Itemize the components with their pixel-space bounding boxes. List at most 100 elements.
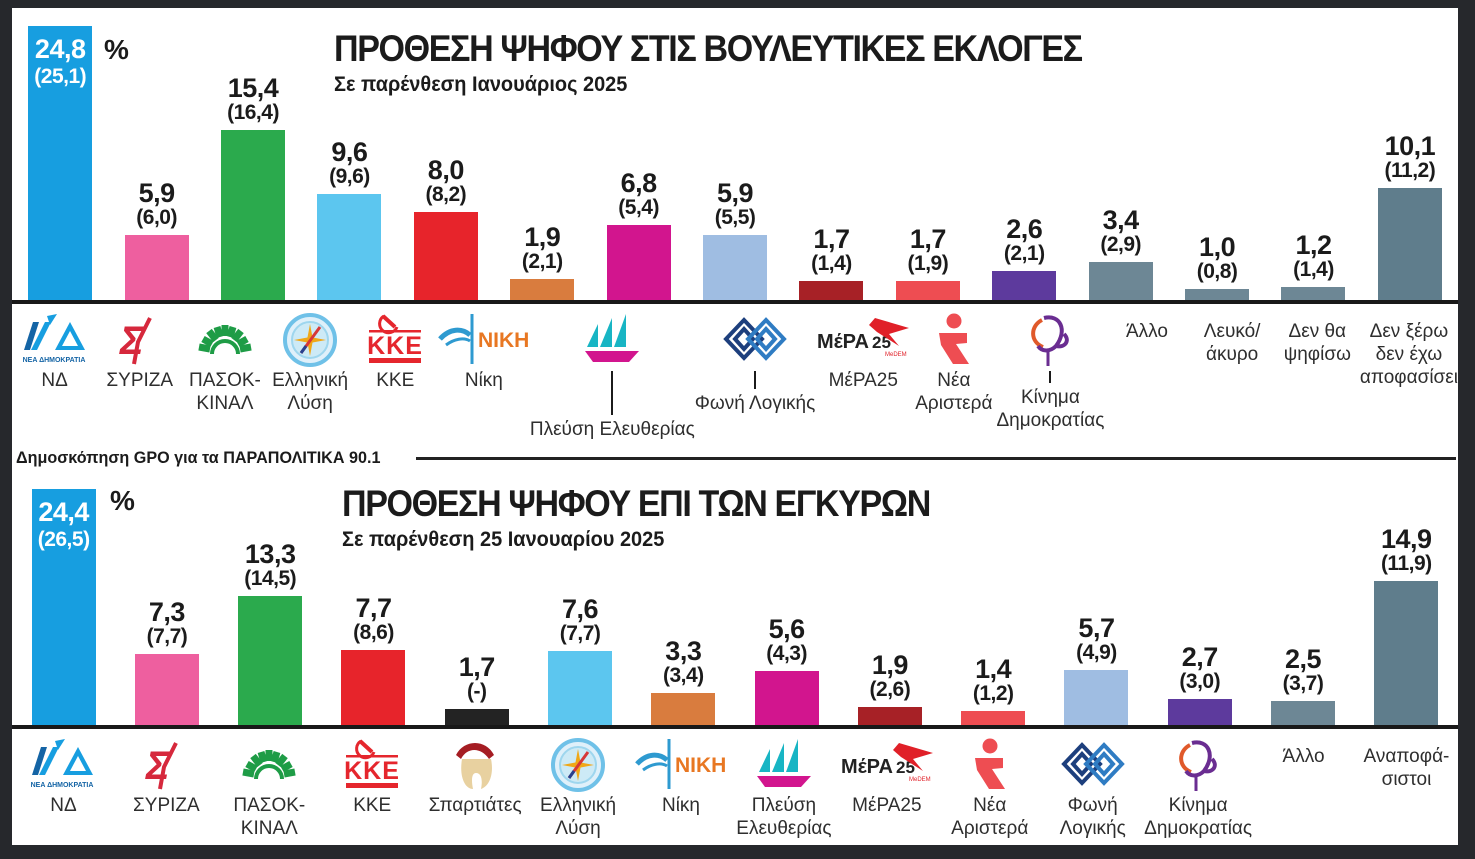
legend-column-nea-aristera: Νέα Αριστερά [911, 304, 996, 415]
bar-leuko-akyro [1185, 289, 1250, 300]
current-value: 24,4 [38, 497, 89, 527]
bar-value-plefsi: 6,8 (5,4) [618, 168, 659, 219]
party-label-foni-logikis: Φωνή Λογικής [1059, 795, 1126, 839]
previous-value: (25,1) [34, 64, 87, 88]
previous-value: (11,9) [1380, 551, 1432, 575]
previous-value: (5,5) [714, 205, 756, 229]
nd-logo-icon: ΝΕΑ ΔΗΜΟΚΡΑΤΙΑ [16, 311, 94, 369]
current-value: 10,1 [1384, 130, 1436, 161]
previous-value: (2,6) [869, 677, 911, 701]
current-value: 14,9 [1381, 523, 1432, 554]
bar-value-kke: 8,0 (8,2) [425, 155, 466, 206]
legend-column-allo: Άλλο [1104, 304, 1189, 343]
party-label-elliniki-lysi: Ελληνική Λύση [272, 370, 349, 414]
bar-value-mera25: 1,9 (2,6) [869, 650, 911, 701]
legend-column-kke: ΚΚΕ ΚΚΕ [321, 729, 424, 817]
top-chart-legend: ΝΕΑ ΔΗΜΟΚΡΑΤΙΑ ΝΔ Σ ΣΥΡΙΖΑ ΠΑΣΟΚ- ΚΙΝΑΛ Ελ… [12, 304, 1458, 441]
party-label-mera25: ΜέΡΑ25 [828, 370, 898, 391]
previous-value: (1,9) [907, 251, 949, 275]
legend-column-kinima-dimokratias: Κίνημα Δημοκρατίας [1144, 729, 1252, 840]
bar-column-plefsi: 5,6 (4,3) [735, 481, 838, 725]
current-value: 1,7 [909, 223, 947, 254]
bar-value-niki: 1,9 (2,1) [522, 222, 563, 273]
party-label-nd: ΝΔ [50, 795, 77, 816]
bar-column-nea-aristera: 1,7 (1,9) [880, 22, 976, 300]
bar-kke [341, 650, 406, 725]
legend-column-den-xero: Δεν ξέρω δεν έχω αποφασίσει [1360, 304, 1458, 389]
legend-column-pasok: ΠΑΣΟΚ- ΚΙΝΑΛ [218, 729, 321, 840]
legend-column-nd: ΝΕΑ ΔΗΜΟΚΡΑΤΙΑ ΝΔ [12, 304, 97, 392]
label-connector [754, 371, 757, 389]
kinima-logo-icon [1170, 736, 1226, 794]
bar-value-syriza: 5,9 (6,0) [136, 177, 177, 229]
bar-value-pasok: 15,4 (16,4) [227, 73, 279, 124]
party-label-kke: ΚΚΕ [353, 795, 392, 816]
legend-column-mera25: ΜέΡΑ 25 MeDEM ΜέΡΑ25 [835, 729, 938, 817]
bar-column-kinima-dimokratias: 2,6 (2,1) [976, 22, 1072, 300]
bar-column-spartiates: 1,7 (-) [425, 481, 528, 725]
previous-value: (1,4) [1293, 257, 1334, 281]
current-value: 1,0 [1199, 231, 1236, 262]
previous-value: (0,8) [1196, 259, 1238, 283]
plefsi-logo-icon [581, 311, 643, 369]
svg-text:Σ: Σ [145, 744, 171, 788]
current-value: 9,6 [331, 136, 368, 167]
syriza-logo-icon: Σ [136, 736, 196, 794]
bar-elliniki-lysi [548, 651, 613, 725]
bottom-chart-title: ΠΡΟΘΕΣΗ ΨΗΦΟΥ ΕΠΙ ΤΩΝ ΕΓΚΥΡΩΝ [342, 483, 931, 524]
bar-column-kinima-dimokratias: 2,7 (3,0) [1148, 481, 1251, 725]
bottom-percent-symbol: % [110, 485, 135, 516]
bar-value-kinima-dimokratias: 2,7 (3,0) [1179, 642, 1220, 693]
bar-column-mera25: 1,9 (2,6) [838, 481, 941, 725]
legend-column-pasok: ΠΑΣΟΚ- ΚΙΝΑΛ [182, 304, 267, 415]
bar-value-plefsi: 5,6 (4,3) [766, 614, 807, 665]
bar-value-elliniki-lysi: 9,6 (9,6) [329, 136, 370, 188]
bottom-chart-legend: ΝΕΑ ΔΗΜΟΚΡΑΤΙΑ ΝΔ Σ ΣΥΡΙΖΑ ΠΑΣΟΚ- ΚΙΝΑΛ ΚΚ… [12, 729, 1458, 840]
bar-column-foni-logikis: 5,7 (4,9) [1045, 481, 1148, 725]
top-chart-subtitle: Σε παρένθεση Ιανουάριος 2025 [334, 73, 628, 96]
bar-value-foni-logikis: 5,9 (5,5) [714, 177, 756, 229]
previous-value: (4,3) [766, 641, 807, 665]
bar-den-tha-psifiso [1281, 287, 1346, 300]
legend-column-syriza: Σ ΣΥΡΙΖΑ [97, 304, 182, 392]
bottom-chart-footer: Δημοσκόπηση ALCO για τον Alpha [12, 840, 1458, 845]
svg-text:ΝΙΚΗ: ΝΙΚΗ [478, 329, 529, 352]
party-label-plefsi: Πλεύση Ελευθερίας [736, 795, 832, 839]
bar-value-allo: 3,4 (2,9) [1100, 205, 1141, 256]
previous-value: (14,5) [244, 566, 297, 590]
current-value: 7,7 [355, 592, 392, 623]
bar-value-nea-aristera: 1,4 (1,2) [973, 654, 1014, 705]
bar-column-nd: 24,8 (25,1) [12, 22, 108, 300]
svg-text:ΝΙΚΗ: ΝΙΚΗ [675, 754, 726, 777]
svg-text:ΝΕΑ ΔΗΜΟΚΡΑΤΙΑ: ΝΕΑ ΔΗΜΟΚΡΑΤΙΑ [22, 357, 85, 364]
bar-value-kinima-dimokratias: 2,6 (2,1) [1004, 214, 1045, 265]
bar-column-elliniki-lysi: 7,6 (7,7) [528, 481, 631, 725]
niki-logo-icon: ΝΙΚΗ [635, 736, 727, 794]
party-label-allo: Άλλο [1125, 321, 1168, 342]
current-value: 5,9 [717, 177, 754, 208]
previous-value: (7,7) [559, 621, 601, 645]
party-label-kinima-dimokratias: Κίνημα Δημοκρατίας [1144, 795, 1253, 839]
current-value: 5,9 [138, 177, 176, 208]
bottom-chart-valid-votes: ΠΡΟΘΕΣΗ ΨΗΦΟΥ ΕΠΙ ΤΩΝ ΕΓΚΥΡΩΝ Σε παρένθε… [12, 481, 1458, 845]
svg-text:ΝΕΑ ΔΗΜΟΚΡΑΤΙΑ: ΝΕΑ ΔΗΜΟΚΡΑΤΙΑ [31, 782, 94, 789]
pasok-logo-icon [233, 736, 305, 794]
legend-column-foni-logikis: Φωνή Λογικής [1041, 729, 1144, 840]
nea-aristera-logo-icon [929, 311, 979, 369]
bar-allo [1271, 701, 1336, 725]
top-chart-header: ΠΡΟΘΕΣΗ ΨΗΦΟΥ ΣΤΙΣ ΒΟΥΛΕΥΤΙΚΕΣ ΕΚΛΟΓΕΣ Σ… [334, 28, 1147, 97]
bar-plefsi [606, 225, 671, 300]
bar-anapofasistoi [1374, 581, 1439, 725]
bar-column-den-xero: 10,1 (11,2) [1362, 22, 1458, 300]
foni-logikis-logo-icon [1060, 736, 1126, 794]
legend-column-nea-aristera: Νέα Αριστερά [938, 729, 1041, 840]
legend-column-plefsi: Πλεύση Ελευθερίας [732, 729, 835, 840]
legend-column-niki: ΝΙΚΗ Νίκη [630, 729, 733, 817]
party-label-pasok: ΠΑΣΟΚ- ΚΙΝΑΛ [233, 795, 306, 839]
bar-column-syriza: 5,9 (6,0) [108, 22, 204, 300]
previous-value: (8,6) [353, 620, 394, 644]
infographic-sheet: ΠΡΟΘΕΣΗ ΨΗΦΟΥ ΣΤΙΣ ΒΟΥΛΕΥΤΙΚΕΣ ΕΚΛΟΓΕΣ Σ… [12, 8, 1458, 845]
current-value: 13,3 [244, 538, 296, 569]
legend-column-allo: Άλλο [1252, 729, 1355, 768]
